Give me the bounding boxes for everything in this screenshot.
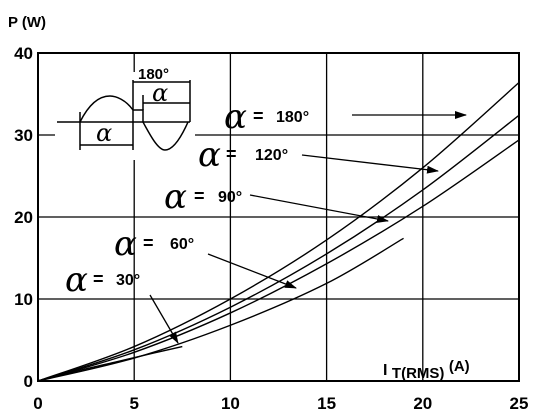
annotation-30-arrow <box>149 294 179 344</box>
x-axis-title-sub: T(RMS) <box>392 365 445 382</box>
y-tick-label: 0 <box>24 372 33 391</box>
series-line-3 <box>37 114 520 382</box>
annotation-60-alpha: α <box>114 224 137 264</box>
inset-label-180: 180° <box>138 66 169 83</box>
annotation-90-value: 90° <box>218 189 242 206</box>
annotation-180: α = 180° <box>224 97 467 137</box>
annotation-180-value: 180° <box>276 109 309 126</box>
x-axis-title-main: I <box>383 362 387 379</box>
annotation-180-eq: = <box>253 106 264 126</box>
annotation-30-alpha: α <box>65 260 88 300</box>
y-tick-label: 40 <box>14 44 33 63</box>
y-tick-label: 20 <box>14 208 33 227</box>
inset-background <box>55 72 195 160</box>
annotation-90-eq: = <box>194 186 205 206</box>
x-tick-label: 20 <box>413 394 432 413</box>
plot-frame <box>37 52 520 382</box>
annotation-60-arrow <box>207 253 297 289</box>
inset-label-alpha-top: α <box>152 79 168 107</box>
x-axis-title-unit: (A) <box>449 358 470 375</box>
annotation-120: α = 120° <box>198 135 439 175</box>
annotation-30: α = 30° <box>65 260 179 344</box>
inset-label-alpha-bottom: α <box>96 119 112 147</box>
y-tick-label: 10 <box>14 290 33 309</box>
tick-labels: 0 5 10 15 20 25 0 10 20 30 40 <box>14 44 528 413</box>
y-axis-title: P (W) <box>8 14 46 31</box>
x-tick-label: 0 <box>33 394 42 413</box>
inset-waveform-diagram: 180° α α <box>55 66 195 160</box>
x-axis-title: I T(RMS) (A) <box>383 358 470 382</box>
annotation-60-eq: = <box>143 233 154 253</box>
series-line-1 <box>37 237 404 382</box>
x-tick-label: 25 <box>510 394 529 413</box>
series-line-2 <box>37 139 520 382</box>
series-line-4 <box>37 81 520 382</box>
annotation-120-alpha: α <box>198 135 221 175</box>
annotation-120-eq: = <box>226 144 237 164</box>
annotation-60: α = 60° <box>114 224 297 289</box>
annotation-30-value: 30° <box>116 272 140 289</box>
annotation-30-eq: = <box>93 269 104 289</box>
annotation-120-value: 120° <box>255 147 288 164</box>
annotation-90: α = 90° <box>164 177 389 223</box>
x-tick-label: 5 <box>129 394 138 413</box>
annotation-90-arrow <box>249 194 389 223</box>
x-tick-label: 10 <box>221 394 240 413</box>
annotation-60-value: 60° <box>170 236 194 253</box>
x-tick-label: 15 <box>317 394 336 413</box>
annotation-90-alpha: α <box>164 177 187 217</box>
annotation-180-alpha: α <box>224 97 247 137</box>
annotation-120-arrow <box>301 154 439 174</box>
series-group <box>37 81 520 382</box>
y-tick-label: 30 <box>14 126 33 145</box>
